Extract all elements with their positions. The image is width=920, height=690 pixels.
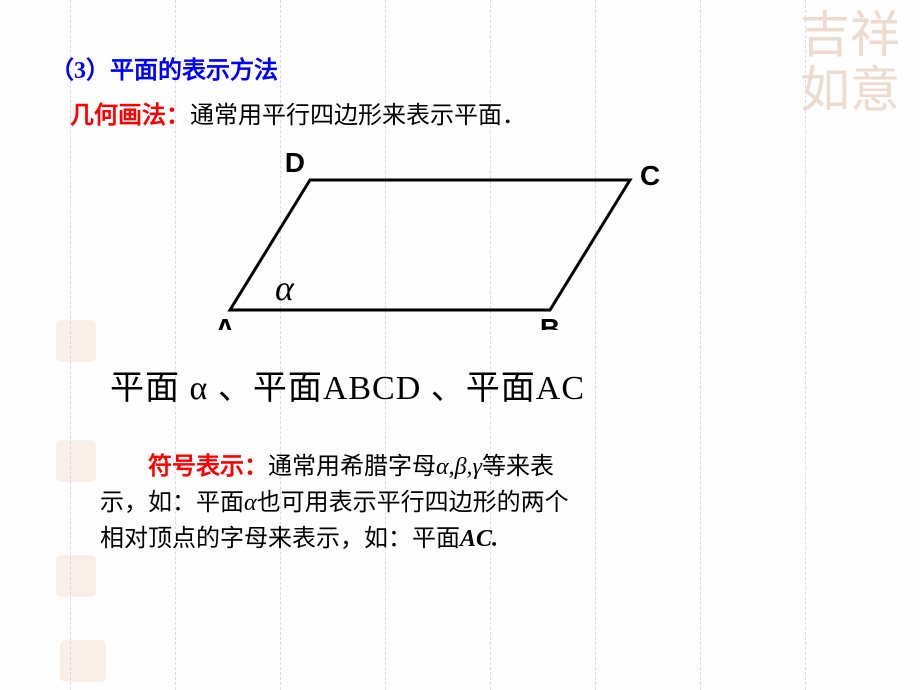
plane-notation-line: 平面 α 、平面ABCD 、平面AC — [110, 360, 870, 409]
alpha-symbol: α — [244, 490, 257, 516]
ac-label: AC. — [460, 526, 498, 552]
subtitle-rest: 通常用平行四边形来表示平面． — [190, 103, 526, 129]
svg-text:C: C — [640, 160, 660, 191]
subtitle-line: 几何画法：通常用平行四边形来表示平面． — [70, 95, 870, 130]
symbol-line3: 相对顶点的字母来表示，如：平面AC. — [100, 521, 870, 557]
parallelogram-diagram: D C A Bα — [190, 150, 690, 330]
slide-content: （3）平面的表示方法 几何画法：通常用平行四边形来表示平面． D C A Bα 平面 … — [0, 0, 920, 557]
svg-text:D: D — [285, 150, 305, 178]
svg-text:B: B — [540, 313, 560, 330]
symbol-line1: 符号表示：通常用希腊字母α,β,γ等来表 — [100, 449, 870, 485]
svg-text:α: α — [275, 268, 295, 308]
subtitle-lead: 几何画法： — [70, 103, 190, 129]
symbol-lead: 符号表示： — [148, 454, 268, 480]
section-title: （3）平面的表示方法 — [50, 50, 870, 85]
diagram-svg: D C A Bα — [190, 150, 690, 330]
symbol-line2: 示，如：平面α也可用表示平行四边形的两个 — [100, 485, 870, 521]
greek-letters: α,β,γ — [436, 454, 482, 480]
svg-text:A: A — [215, 313, 235, 330]
symbol-explanation: 符号表示：通常用希腊字母α,β,γ等来表 示，如：平面α也可用表示平行四边形的两… — [100, 449, 870, 557]
